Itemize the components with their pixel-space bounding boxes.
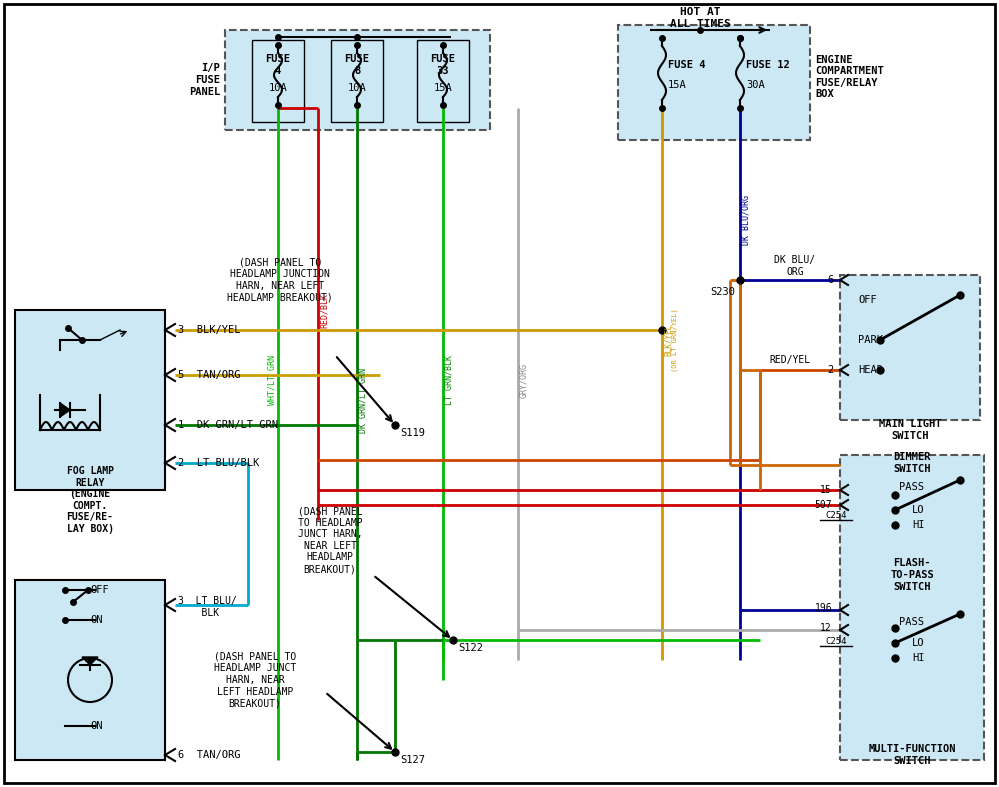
- Text: 6  TAN/ORG: 6 TAN/ORG: [178, 750, 241, 760]
- Text: (DASH PANEL TO
HEADLAMP JUNCT
HARN, NEAR
LEFT HEADLAMP
BREAKOUT): (DASH PANEL TO HEADLAMP JUNCT HARN, NEAR…: [214, 652, 296, 708]
- Text: DK BLU/
ORG: DK BLU/ ORG: [774, 255, 815, 277]
- Text: LO: LO: [912, 505, 924, 515]
- Text: 3  LT BLU/
    BLK: 3 LT BLU/ BLK: [178, 597, 237, 618]
- Bar: [15, 580, 165, 760]
- Text: S119: S119: [400, 428, 425, 438]
- Text: GRY/ORG: GRY/ORG: [519, 363, 528, 397]
- Polygon shape: [82, 657, 98, 665]
- Text: DK BLU/ORG: DK BLU/ORG: [741, 195, 750, 245]
- Text: ON: ON: [90, 721, 103, 731]
- Text: HEAD: HEAD: [858, 365, 883, 375]
- Polygon shape: [60, 403, 70, 417]
- Text: (OR LT GRN/YEL): (OR LT GRN/YEL): [671, 309, 678, 372]
- Text: 1  DK GRN/LT GRN: 1 DK GRN/LT GRN: [178, 420, 278, 430]
- Text: MAIN LIGHT
SWITCH: MAIN LIGHT SWITCH: [879, 419, 941, 441]
- Text: FUSE
33: FUSE 33: [431, 54, 456, 76]
- Text: OFF: OFF: [90, 585, 109, 595]
- Text: C254: C254: [825, 637, 847, 645]
- Text: HOT AT
ALL TIMES: HOT AT ALL TIMES: [669, 7, 730, 29]
- Text: HI: HI: [912, 653, 924, 663]
- Text: 12: 12: [820, 623, 832, 633]
- Bar: [225, 30, 490, 130]
- Text: 10A: 10A: [269, 83, 288, 93]
- Text: FOG LAMP
RELAY
(ENGINE
COMPT.
FUSE/RE-
LAY BOX): FOG LAMP RELAY (ENGINE COMPT. FUSE/RE- L…: [67, 466, 114, 534]
- Text: 3  BLK/YEL: 3 BLK/YEL: [178, 325, 241, 335]
- Text: S230: S230: [710, 287, 735, 297]
- Text: I/P
FUSE
PANEL: I/P FUSE PANEL: [189, 64, 220, 97]
- Text: MULTI-FUNCTION
SWITCH: MULTI-FUNCTION SWITCH: [868, 745, 956, 766]
- Text: PASS: PASS: [899, 482, 924, 492]
- Text: LO: LO: [912, 638, 924, 648]
- Text: HI: HI: [912, 520, 924, 530]
- Text: S127: S127: [400, 755, 425, 765]
- Bar: [840, 455, 984, 760]
- Text: DK GRN/LT GRN: DK GRN/LT GRN: [359, 368, 368, 433]
- Text: RED/YEL: RED/YEL: [769, 355, 810, 365]
- Text: 15A: 15A: [668, 80, 686, 90]
- Text: 196: 196: [814, 603, 832, 613]
- Text: FUSE 12: FUSE 12: [746, 60, 790, 70]
- Text: 30A: 30A: [746, 80, 765, 90]
- Text: 15: 15: [820, 485, 832, 495]
- Bar: [417, 40, 469, 122]
- Text: DIMMER
SWITCH: DIMMER SWITCH: [893, 453, 931, 474]
- Text: (DASH PANEL TO
HEADLAMP JUNCTION
HARN, NEAR LEFT
HEADLAMP BREAKOUT): (DASH PANEL TO HEADLAMP JUNCTION HARN, N…: [227, 257, 333, 302]
- Text: 2  LT BLU/BLK: 2 LT BLU/BLK: [178, 458, 260, 468]
- Text: 10A: 10A: [348, 83, 367, 93]
- Text: WHT/LT GRN: WHT/LT GRN: [268, 355, 277, 405]
- Text: FLASH-
TO-PASS
SWITCH: FLASH- TO-PASS SWITCH: [890, 559, 934, 592]
- Text: 507: 507: [814, 500, 832, 510]
- Text: C254: C254: [825, 511, 847, 519]
- Text: FUSE
8: FUSE 8: [345, 54, 370, 76]
- Text: BLK/YEL: BLK/YEL: [663, 323, 672, 357]
- Text: LT GRN/BLK: LT GRN/BLK: [445, 355, 454, 405]
- Text: 6: 6: [828, 275, 834, 285]
- Bar: [331, 40, 383, 122]
- Text: PARK: PARK: [858, 335, 883, 345]
- Text: 2: 2: [828, 365, 834, 375]
- Bar: [15, 310, 165, 490]
- Text: S122: S122: [458, 643, 483, 653]
- Bar: [840, 275, 980, 420]
- Text: PASS: PASS: [899, 617, 924, 627]
- Text: OFF: OFF: [858, 295, 877, 305]
- Text: FUSE
4: FUSE 4: [266, 54, 291, 76]
- Text: ENGINE
COMPARTMENT
FUSE/RELAY
BOX: ENGINE COMPARTMENT FUSE/RELAY BOX: [815, 54, 884, 99]
- Text: RED/BLK: RED/BLK: [320, 293, 329, 327]
- Text: 15A: 15A: [434, 83, 453, 93]
- Text: 5  TAN/ORG: 5 TAN/ORG: [178, 370, 241, 380]
- Bar: [252, 40, 304, 122]
- Text: (DASH PANEL
TO HEADLAMP
JUNCT HARN,
NEAR LEFT
HEADLAMP
BREAKOUT): (DASH PANEL TO HEADLAMP JUNCT HARN, NEAR…: [298, 506, 363, 574]
- Text: ON: ON: [90, 615, 103, 625]
- Bar: [618, 25, 810, 140]
- Text: FUSE 4: FUSE 4: [668, 60, 705, 70]
